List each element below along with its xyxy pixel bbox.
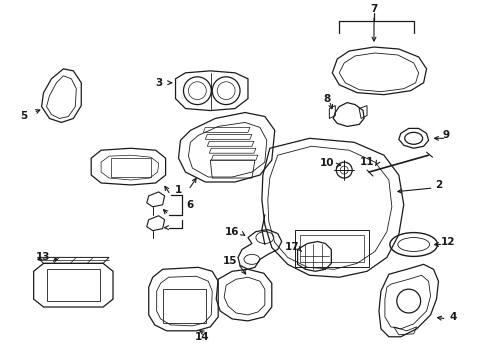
Text: 15: 15 (223, 256, 237, 266)
Text: 14: 14 (195, 332, 209, 342)
Text: 6: 6 (186, 200, 194, 210)
Text: 12: 12 (440, 237, 455, 247)
Text: 16: 16 (224, 226, 239, 237)
Text: 9: 9 (442, 130, 449, 140)
Text: 4: 4 (449, 312, 456, 322)
Text: 3: 3 (155, 78, 162, 88)
Text: 13: 13 (36, 252, 51, 262)
Text: 11: 11 (359, 157, 373, 167)
Text: 7: 7 (369, 4, 377, 14)
Text: 5: 5 (20, 111, 27, 121)
Text: 17: 17 (284, 243, 298, 252)
Text: 1: 1 (175, 185, 182, 195)
Text: 10: 10 (320, 158, 334, 168)
Text: 2: 2 (434, 180, 441, 190)
Text: 8: 8 (323, 94, 330, 104)
